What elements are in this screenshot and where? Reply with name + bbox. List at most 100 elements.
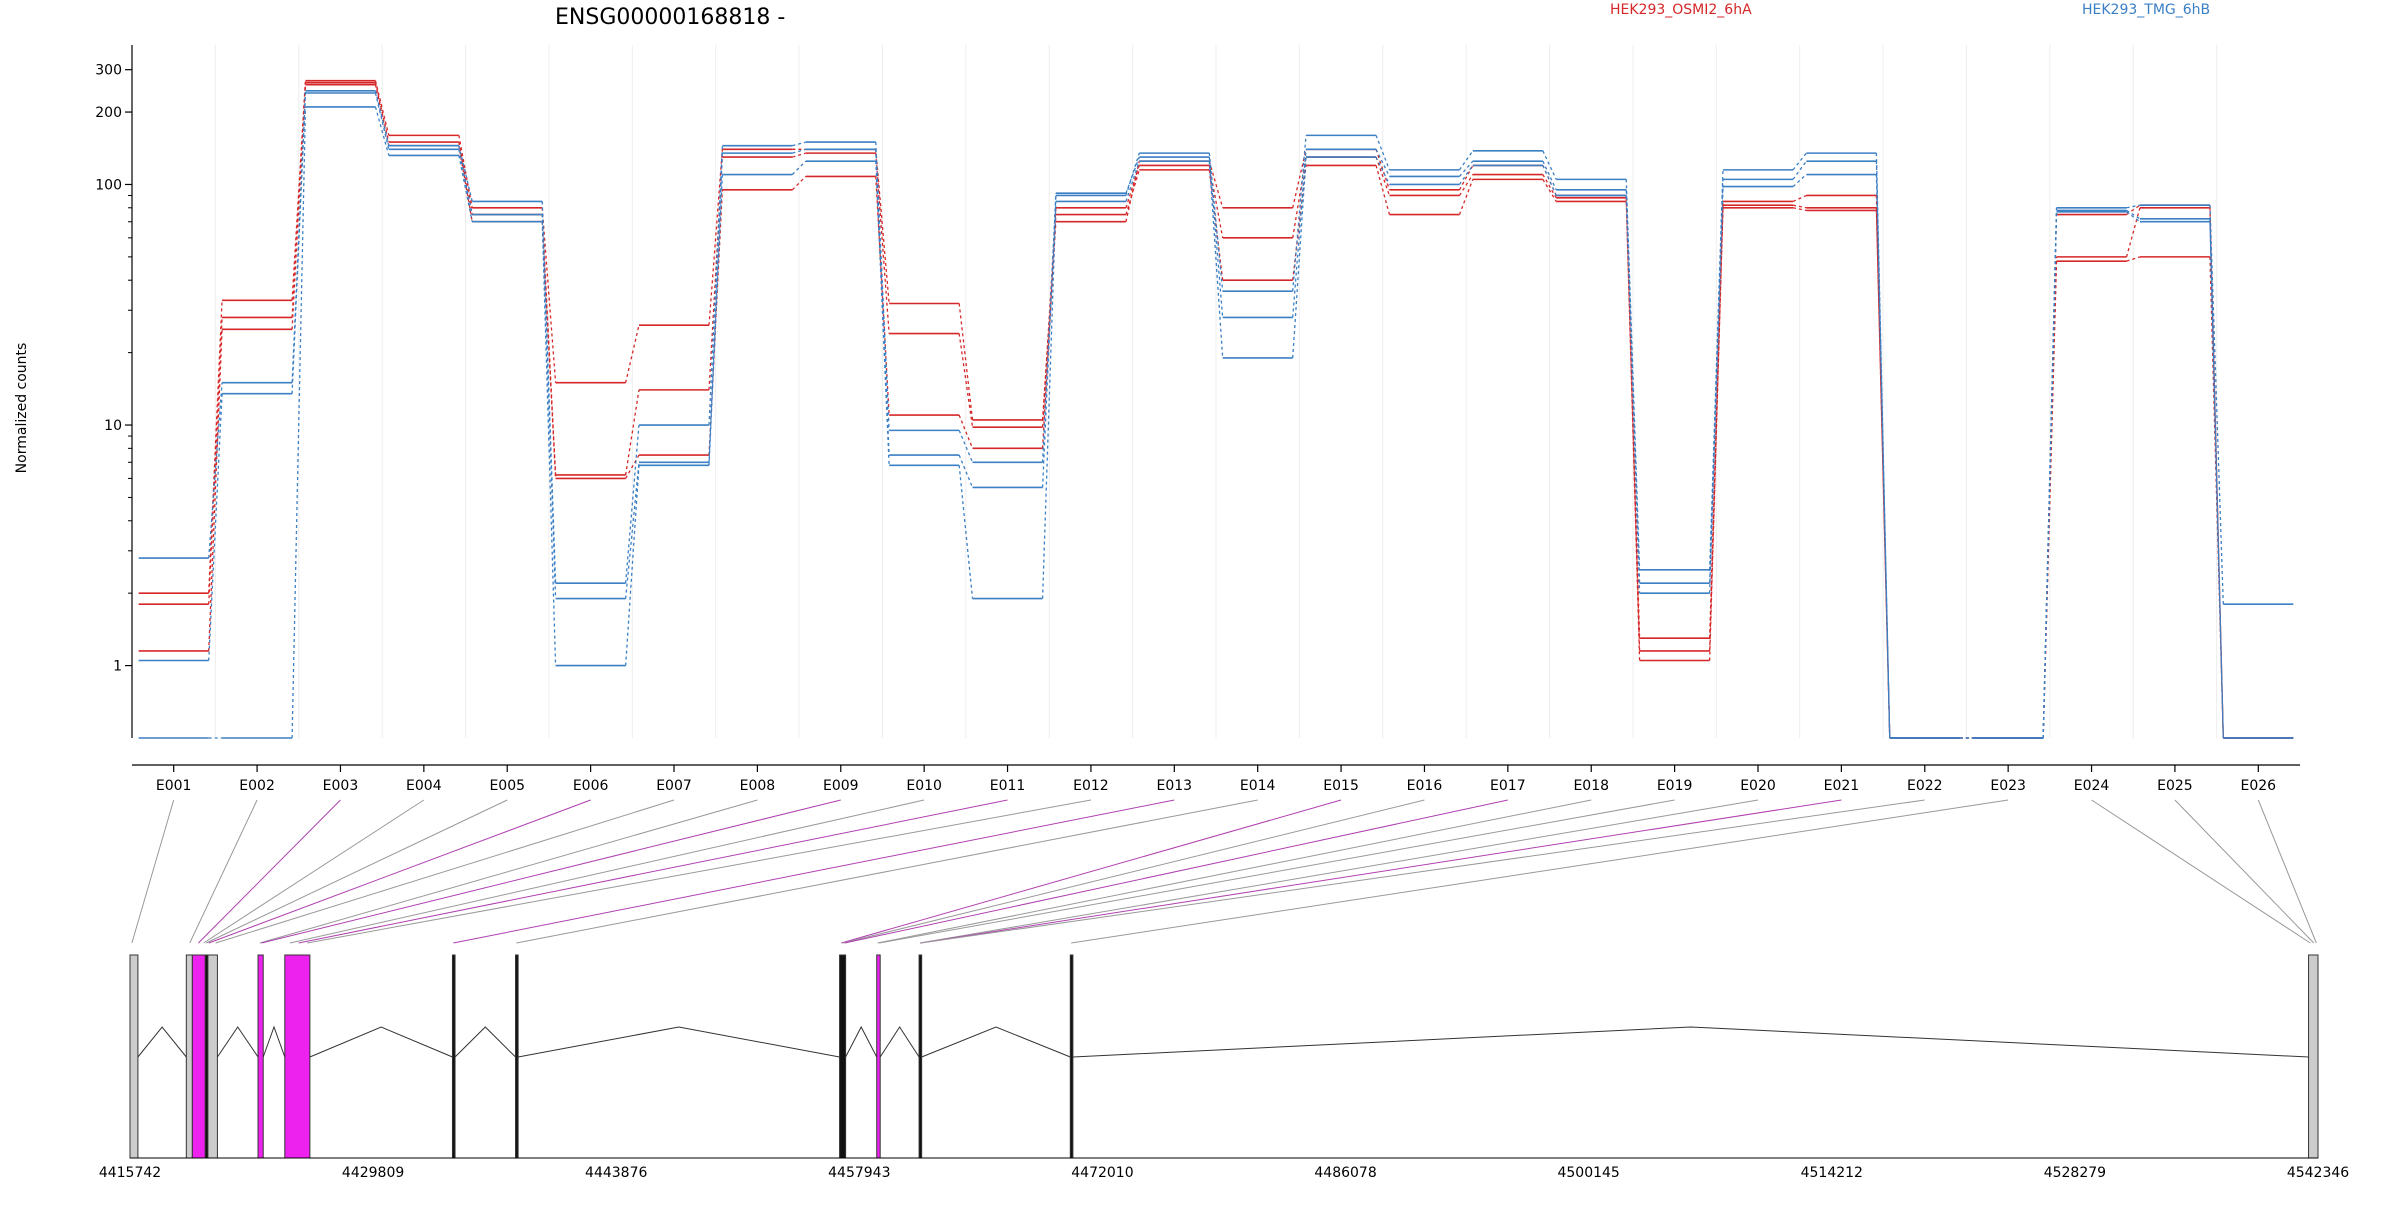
series-connector <box>2126 211 2141 223</box>
series-connector <box>792 152 806 158</box>
y-tick-label: 1 <box>113 659 122 675</box>
exon-bin-label: E025 <box>2157 778 2193 794</box>
series-connector <box>1792 207 1807 212</box>
series-connector <box>958 303 974 421</box>
series-connector <box>291 92 307 394</box>
series-connector <box>1792 204 1807 209</box>
series-connector <box>1625 201 1641 661</box>
coordinate-axis: 4415742 4429809 4443876 4457943 4472010 44860… <box>99 1157 2349 1181</box>
exon-bin-label: E004 <box>406 778 442 794</box>
series-connector <box>374 92 390 150</box>
y-tick-label: 200 <box>95 105 122 121</box>
series-connector <box>958 465 974 599</box>
exon-link-line <box>844 799 1508 944</box>
series-connector <box>792 148 806 154</box>
series-connector <box>1125 165 1140 208</box>
series-connector <box>1875 174 1891 739</box>
coordinate-tick-label: 4415742 <box>99 1165 161 1181</box>
exon-link-line <box>453 799 1175 944</box>
exon-link-line <box>131 799 175 944</box>
exon-bin-label: E019 <box>1657 778 1693 794</box>
series-connector <box>1625 179 1641 570</box>
series-connector <box>875 176 890 416</box>
exon-block <box>207 954 218 1159</box>
exon-bin-label: E016 <box>1407 778 1443 794</box>
exon-bin-label: E008 <box>740 778 776 794</box>
series-connector <box>208 300 223 594</box>
exon-bin-label: E010 <box>906 778 942 794</box>
series-connector <box>1792 174 1807 188</box>
series-connector <box>875 142 890 431</box>
exon-link-line <box>877 799 1592 944</box>
exon-block <box>257 954 264 1159</box>
chart-title: ENSG00000168818 - <box>555 5 785 30</box>
series-connector <box>792 141 806 147</box>
y-tick-label: 100 <box>95 177 122 193</box>
coordinate-tick-label: 4486078 <box>1314 1165 1376 1181</box>
exon-bin-label: E012 <box>1073 778 1109 794</box>
series-connector <box>1208 157 1224 318</box>
exon-link-line <box>289 799 925 944</box>
intron-line <box>921 1026 1071 1058</box>
coordinate-tick-label: 4542346 <box>2287 1165 2349 1181</box>
series-connector <box>875 161 890 466</box>
series-connector <box>1792 194 1807 203</box>
exon-link-line <box>307 799 1092 944</box>
series-connector <box>1542 174 1557 199</box>
series-connector <box>1708 205 1724 652</box>
series-connector <box>2209 221 2224 739</box>
coordinate-tick-label: 4429809 <box>342 1165 404 1181</box>
series-connector <box>1708 179 1724 584</box>
coordinate-tick-label: 4443876 <box>585 1165 647 1181</box>
y-axis-label: Normalized counts <box>14 343 30 474</box>
series-connector <box>2126 256 2141 262</box>
series-connector <box>1041 193 1057 488</box>
series-connector <box>458 145 473 222</box>
intron-line <box>216 1026 259 1058</box>
series-connector <box>1041 201 1057 599</box>
y-axis: 1 10 100 200 300 <box>95 45 133 738</box>
coordinate-tick-label: 4514212 <box>1801 1165 1863 1181</box>
exon-bin-label: E023 <box>1990 778 2026 794</box>
series-connector <box>1292 156 1307 238</box>
series-connector <box>1875 161 1891 739</box>
exon-bin-label: E024 <box>2074 778 2110 794</box>
exon-block <box>129 954 139 1159</box>
series-connector <box>1292 135 1307 292</box>
series-connector <box>374 82 390 143</box>
coordinate-tick-label: 4472010 <box>1071 1165 1133 1181</box>
series-connector <box>458 149 473 215</box>
exon-link-line <box>205 799 508 944</box>
series-connector <box>875 149 890 304</box>
intron-line <box>518 1026 840 1058</box>
series-connector <box>1208 153 1224 292</box>
series-connector <box>541 214 557 599</box>
series-connector <box>1208 161 1224 359</box>
coordinate-tick-label: 4457943 <box>828 1165 890 1181</box>
exon-link-line <box>919 799 1759 944</box>
exon-bin-label: E015 <box>1323 778 1359 794</box>
series-connector <box>374 84 390 146</box>
exon-link-line <box>189 799 258 944</box>
exon-bin-label: E018 <box>1573 778 1609 794</box>
gene-model <box>129 954 2319 1159</box>
exon-link-line <box>208 799 591 944</box>
series-connector <box>541 207 557 383</box>
series-connector <box>1792 160 1807 180</box>
series-connector <box>1542 160 1557 191</box>
exon-link-line <box>2174 799 2315 944</box>
exon-bin-label: E002 <box>239 778 275 794</box>
exon-block <box>191 954 206 1159</box>
series-connector <box>1125 152 1140 196</box>
exon-bin-label: E001 <box>156 778 192 794</box>
exon-block <box>515 954 519 1159</box>
intron-line <box>309 1026 453 1058</box>
series-connector <box>1375 165 1391 215</box>
series-connector <box>541 201 557 584</box>
series-connector <box>541 221 557 666</box>
series-connector <box>1458 150 1474 171</box>
intron-line <box>845 1025 878 1058</box>
exon-bin-label: E006 <box>573 778 609 794</box>
